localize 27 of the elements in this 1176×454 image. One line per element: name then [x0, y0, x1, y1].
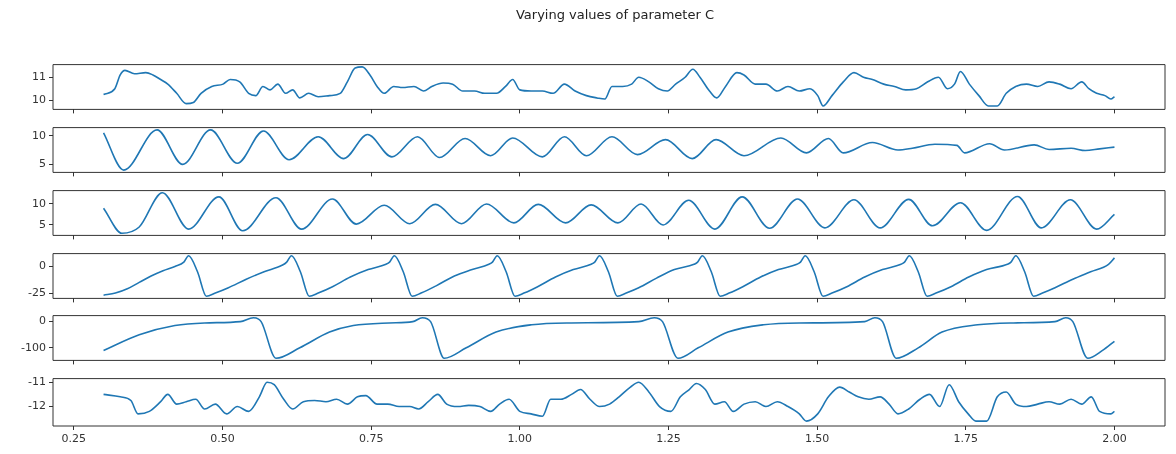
x-tick-label: 1.75: [953, 432, 979, 446]
y-tick-label: 11: [32, 70, 46, 84]
y-tick-label: -11: [28, 375, 46, 389]
y-tick-label: 10: [32, 93, 46, 107]
y-tick-label: 0: [39, 259, 46, 273]
line-series: [102, 129, 1116, 171]
chart-title: Varying values of parameter C: [514, 7, 715, 22]
x-tick-label: 0.50: [210, 432, 235, 446]
y-tick-label: 10: [32, 128, 46, 142]
x-tick-label: 2.00: [1102, 432, 1127, 446]
y-tick-label: -25: [28, 285, 46, 299]
x-tick-label: 1.00: [507, 432, 533, 446]
line-series: [102, 316, 1116, 360]
line-series: [102, 381, 1116, 422]
x-tick-label: 0.75: [358, 432, 384, 446]
y-tick-label: 5: [39, 157, 46, 171]
y-tick-label: 10: [32, 196, 46, 210]
y-tick-label: 0: [39, 314, 46, 328]
x-tick-label: 1.25: [656, 432, 681, 446]
x-tick-label: 1.50: [804, 432, 830, 446]
line-series: [102, 191, 1116, 235]
line-series: [102, 254, 1116, 298]
line-series: [102, 66, 1116, 107]
y-tick-label: 5: [39, 217, 46, 231]
x-tick-label: 0.25: [61, 432, 87, 446]
y-tick-label: -12: [28, 399, 46, 413]
y-tick-label: -100: [21, 340, 46, 354]
